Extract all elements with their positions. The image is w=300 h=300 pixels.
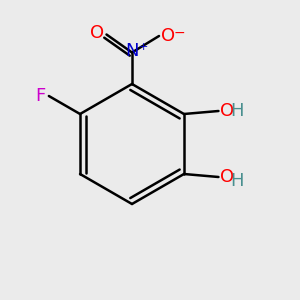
- Text: N: N: [125, 42, 139, 60]
- Text: −: −: [173, 26, 185, 40]
- Text: F: F: [36, 87, 46, 105]
- Text: O: O: [220, 102, 234, 120]
- Text: O: O: [90, 24, 104, 42]
- Text: O: O: [220, 168, 234, 186]
- Text: H: H: [230, 102, 244, 120]
- Text: O: O: [161, 27, 176, 45]
- Text: +: +: [139, 41, 148, 52]
- Text: H: H: [230, 172, 244, 190]
